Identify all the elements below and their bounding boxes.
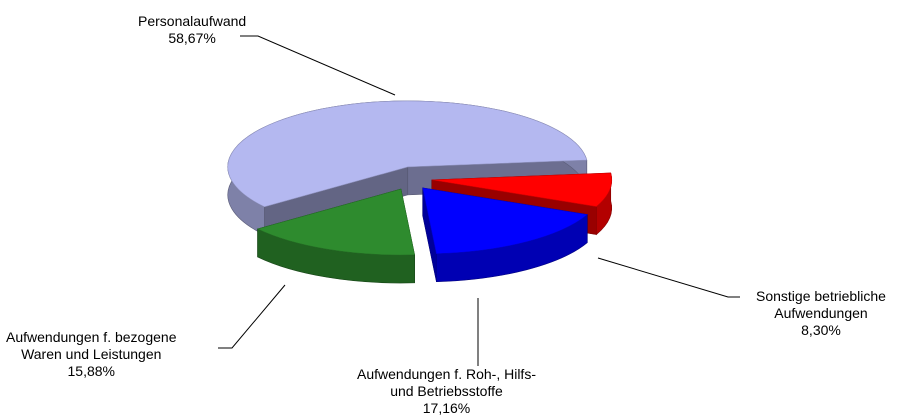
slice-label-waren: Aufwendungen f. bezogene Waren und Leist… [6, 329, 176, 380]
slice-label-sonstige-line-1: Sonstige betriebliche [756, 288, 886, 304]
pie-slice-sonstige-top [431, 172, 613, 207]
leader-line-personal [240, 35, 396, 96]
slice-value-roh: 17,16% [422, 400, 471, 416]
slice-value-sonstige: 8,30% [801, 322, 841, 338]
pie-slice-personal-top [227, 100, 588, 208]
slice-value-waren: 15,88% [67, 363, 115, 379]
slice-label-roh-line-2: und Betriebsstoffe [390, 383, 503, 399]
pie-slice-roh [422, 187, 588, 283]
slice-label-waren-line-1: Aufwendungen f. bezogene [6, 329, 177, 345]
slice-label-roh-line-1: Aufwendungen f. Roh-, Hilfs- [357, 366, 536, 382]
pie-slice-waren [256, 188, 416, 284]
slice-label-sonstige-line-2: Aufwendungen [774, 305, 868, 321]
leader-line-waren [218, 284, 286, 349]
slice-label-personal-line-1: Personalaufwand [138, 13, 247, 29]
leader-line-sonstige [597, 257, 740, 298]
slice-value-personal: 58,67% [168, 30, 216, 46]
slice-label-roh: Aufwendungen f. Roh-, Hilfs- und Betrieb… [357, 366, 536, 417]
slice-label-sonstige: Sonstige betriebliche Aufwendungen 8,30% [756, 288, 886, 339]
pie-slice-waren-top [256, 188, 416, 256]
pie-slice-roh-top [422, 187, 588, 254]
slice-label-personal: Personalaufwand 58,67% [138, 13, 246, 47]
slice-label-waren-line-2: Waren und Leistungen [21, 346, 162, 362]
